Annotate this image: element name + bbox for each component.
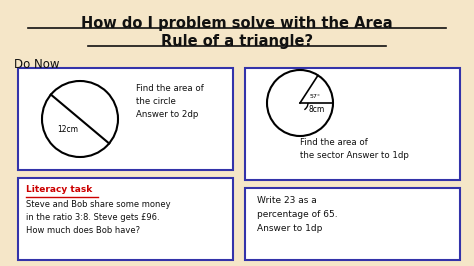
Text: Write 23 as a
percentage of 65.
Answer to 1dp: Write 23 as a percentage of 65. Answer t… bbox=[257, 196, 337, 233]
Text: Rule of a triangle?: Rule of a triangle? bbox=[161, 34, 313, 49]
FancyBboxPatch shape bbox=[245, 68, 460, 180]
FancyBboxPatch shape bbox=[245, 188, 460, 260]
FancyBboxPatch shape bbox=[18, 68, 233, 170]
Text: 12cm: 12cm bbox=[57, 124, 79, 134]
Text: 8cm: 8cm bbox=[309, 105, 325, 114]
Text: Steve and Bob share some money
in the ratio 3:8. Steve gets £96.
How much does B: Steve and Bob share some money in the ra… bbox=[26, 200, 171, 235]
Text: Find the area of
the circle
Answer to 2dp: Find the area of the circle Answer to 2d… bbox=[136, 84, 204, 119]
Text: How do I problem solve with the Area: How do I problem solve with the Area bbox=[81, 16, 393, 31]
Text: 57°: 57° bbox=[310, 94, 321, 98]
Text: Do Now: Do Now bbox=[14, 58, 60, 71]
Text: Find the area of
the sector Answer to 1dp: Find the area of the sector Answer to 1d… bbox=[300, 138, 409, 160]
Text: Literacy task: Literacy task bbox=[26, 185, 92, 194]
FancyBboxPatch shape bbox=[18, 178, 233, 260]
